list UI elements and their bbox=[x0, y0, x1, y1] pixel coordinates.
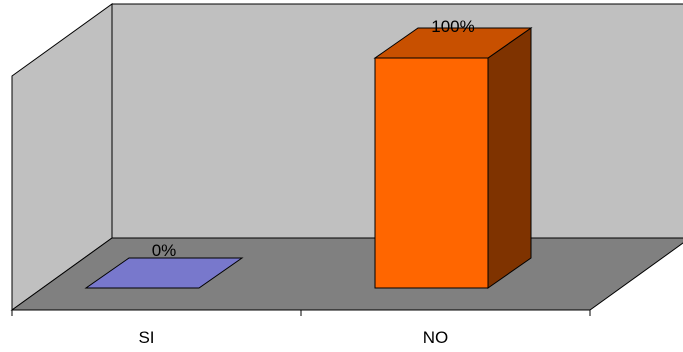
bar-front bbox=[374, 57, 489, 289]
bars-group: 0% 100% bbox=[84, 17, 533, 289]
tick-label-no: NO bbox=[423, 328, 449, 347]
data-label-no: 100% bbox=[431, 17, 474, 36]
bar-si: 0% bbox=[84, 241, 244, 289]
data-label-si: 0% bbox=[152, 241, 177, 260]
bar-side bbox=[487, 27, 532, 289]
category-axis: SI NO bbox=[11, 310, 591, 347]
bar-top bbox=[373, 27, 533, 59]
bar-top bbox=[84, 257, 244, 289]
bar-no: 100% bbox=[373, 17, 533, 289]
tick-label-si: SI bbox=[138, 328, 154, 347]
